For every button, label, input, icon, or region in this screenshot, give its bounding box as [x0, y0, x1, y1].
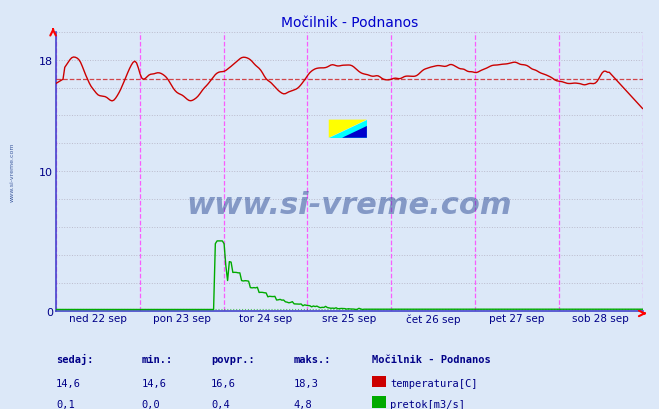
Text: povpr.:: povpr.:	[211, 354, 254, 364]
Text: 18,3: 18,3	[293, 378, 318, 389]
Text: 0,1: 0,1	[56, 399, 74, 409]
Text: 4,8: 4,8	[293, 399, 312, 409]
Text: pretok[m3/s]: pretok[m3/s]	[390, 399, 465, 409]
Text: 0,0: 0,0	[142, 399, 160, 409]
Text: min.:: min.:	[142, 354, 173, 364]
Text: 0,4: 0,4	[211, 399, 229, 409]
Title: Močilnik - Podnanos: Močilnik - Podnanos	[281, 16, 418, 30]
Text: temperatura[C]: temperatura[C]	[390, 378, 478, 389]
Text: maks.:: maks.:	[293, 354, 331, 364]
Text: 16,6: 16,6	[211, 378, 236, 389]
Text: 14,6: 14,6	[56, 378, 81, 389]
Polygon shape	[342, 127, 367, 138]
Text: Močilnik - Podnanos: Močilnik - Podnanos	[372, 354, 491, 364]
Polygon shape	[329, 120, 367, 138]
Text: 14,6: 14,6	[142, 378, 167, 389]
Polygon shape	[329, 120, 367, 138]
Text: www.si-vreme.com: www.si-vreme.com	[186, 191, 512, 220]
Text: sedaj:: sedaj:	[56, 353, 94, 364]
Text: www.si-vreme.com: www.si-vreme.com	[9, 142, 14, 202]
